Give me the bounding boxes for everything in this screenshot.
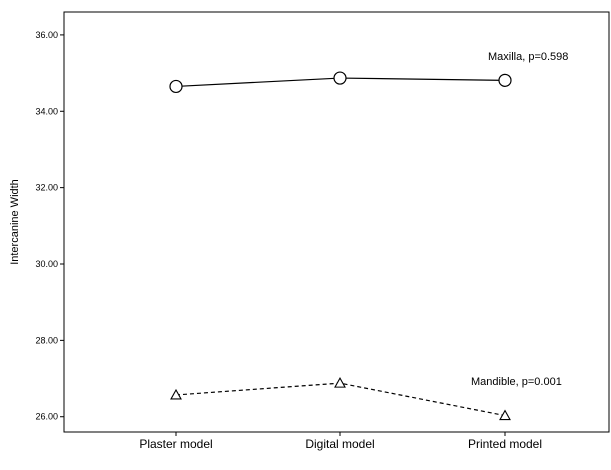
data-point-circle bbox=[333, 71, 347, 85]
y-tick-label: 28.00 bbox=[35, 335, 58, 345]
x-axis-categories: Plaster model Digital model Printed model bbox=[139, 432, 542, 451]
x-category-label: Digital model bbox=[305, 437, 374, 451]
y-tick-label: 30.00 bbox=[35, 259, 58, 269]
annotations: Maxilla, p=0.598 Mandible, p=0.001 bbox=[471, 51, 568, 388]
y-tick-label: 32.00 bbox=[35, 183, 58, 193]
series-markers bbox=[169, 71, 512, 421]
y-tick-label: 36.00 bbox=[35, 30, 58, 40]
series-lines bbox=[175, 77, 506, 417]
plot-frame bbox=[63, 11, 610, 433]
series-annotation: Maxilla, p=0.598 bbox=[488, 51, 568, 63]
y-axis-title: Intercanine Width bbox=[9, 179, 21, 265]
series-line-2 bbox=[175, 382, 506, 417]
data-point-circle bbox=[169, 79, 183, 94]
series-annotation: Mandible, p=0.001 bbox=[471, 376, 562, 388]
y-tick-label: 34.00 bbox=[35, 106, 58, 116]
data-point-triangle bbox=[499, 409, 511, 421]
x-category-label: Printed model bbox=[468, 437, 542, 451]
data-point-circle bbox=[498, 73, 512, 87]
data-point-triangle bbox=[170, 388, 182, 400]
x-category-label: Plaster model bbox=[139, 437, 212, 451]
y-tick-label: 26.00 bbox=[35, 412, 58, 422]
data-point-triangle bbox=[334, 376, 346, 388]
y-axis-ticks: 26.00 28.00 30.00 32.00 34.00 36.00 bbox=[35, 30, 64, 422]
